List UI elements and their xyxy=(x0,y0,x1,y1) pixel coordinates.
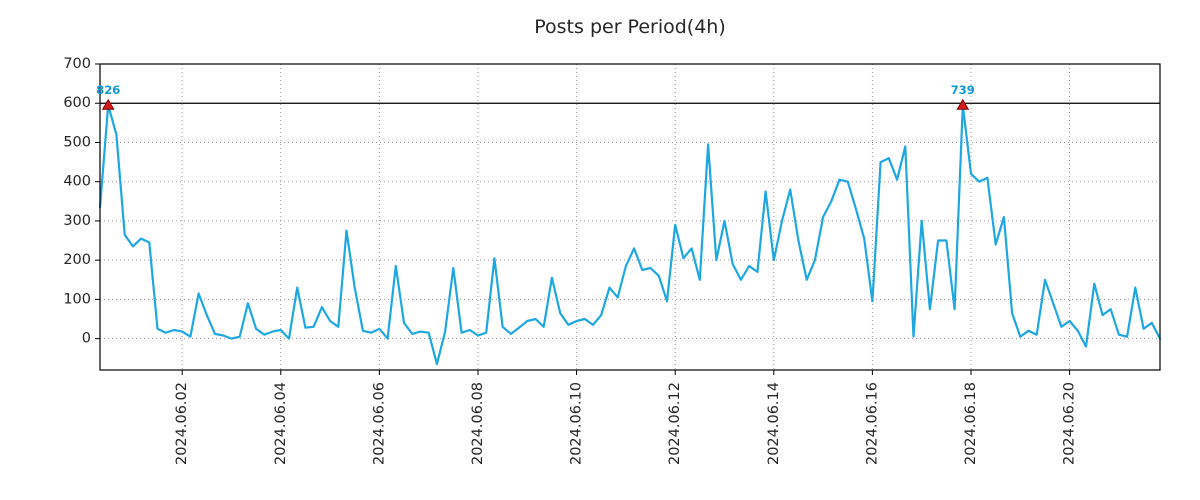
chart-title: Posts per Period(4h) xyxy=(534,16,726,38)
y-tick-label: 500 xyxy=(63,134,91,150)
plot-border xyxy=(99,63,1161,371)
x-tick-label: 2024.06.20 xyxy=(1062,382,1078,465)
peak-annotation: 826 xyxy=(96,83,120,97)
x-tick-label: 2024.06.16 xyxy=(864,382,880,465)
x-tick-label: 2024.06.12 xyxy=(667,382,683,465)
y-tick-label: 0 xyxy=(82,331,91,347)
data-series-line xyxy=(98,104,1162,366)
x-tick-label: 2024.06.06 xyxy=(371,382,387,465)
y-tick-label: 700 xyxy=(63,56,91,72)
y-tick-label: 200 xyxy=(63,252,91,268)
x-tick-label: 2024.06.14 xyxy=(766,382,782,465)
peak-marker xyxy=(956,98,970,110)
y-tick-label: 400 xyxy=(63,174,91,190)
x-tick-label: 2024.06.08 xyxy=(470,382,486,465)
x-tick-label: 2024.06.04 xyxy=(273,382,289,465)
y-tick-label: 300 xyxy=(63,213,91,229)
peak-annotation: 739 xyxy=(951,83,975,97)
y-tick-label: 600 xyxy=(63,95,91,111)
x-tick-label: 2024.06.10 xyxy=(569,382,585,465)
y-tick-label: 100 xyxy=(63,291,91,307)
y-axis-labels: 0 100 200 300 400 500 600 700 xyxy=(63,56,100,347)
gridlines xyxy=(100,63,1160,370)
peak-marker xyxy=(101,98,115,110)
x-tick-label: 2024.06.02 xyxy=(174,382,190,465)
x-tick-label: 2024.06.18 xyxy=(963,382,979,465)
x-axis-labels: 2024.06.02 2024.06.04 2024.06.06 2024.06.08… xyxy=(174,370,1078,465)
